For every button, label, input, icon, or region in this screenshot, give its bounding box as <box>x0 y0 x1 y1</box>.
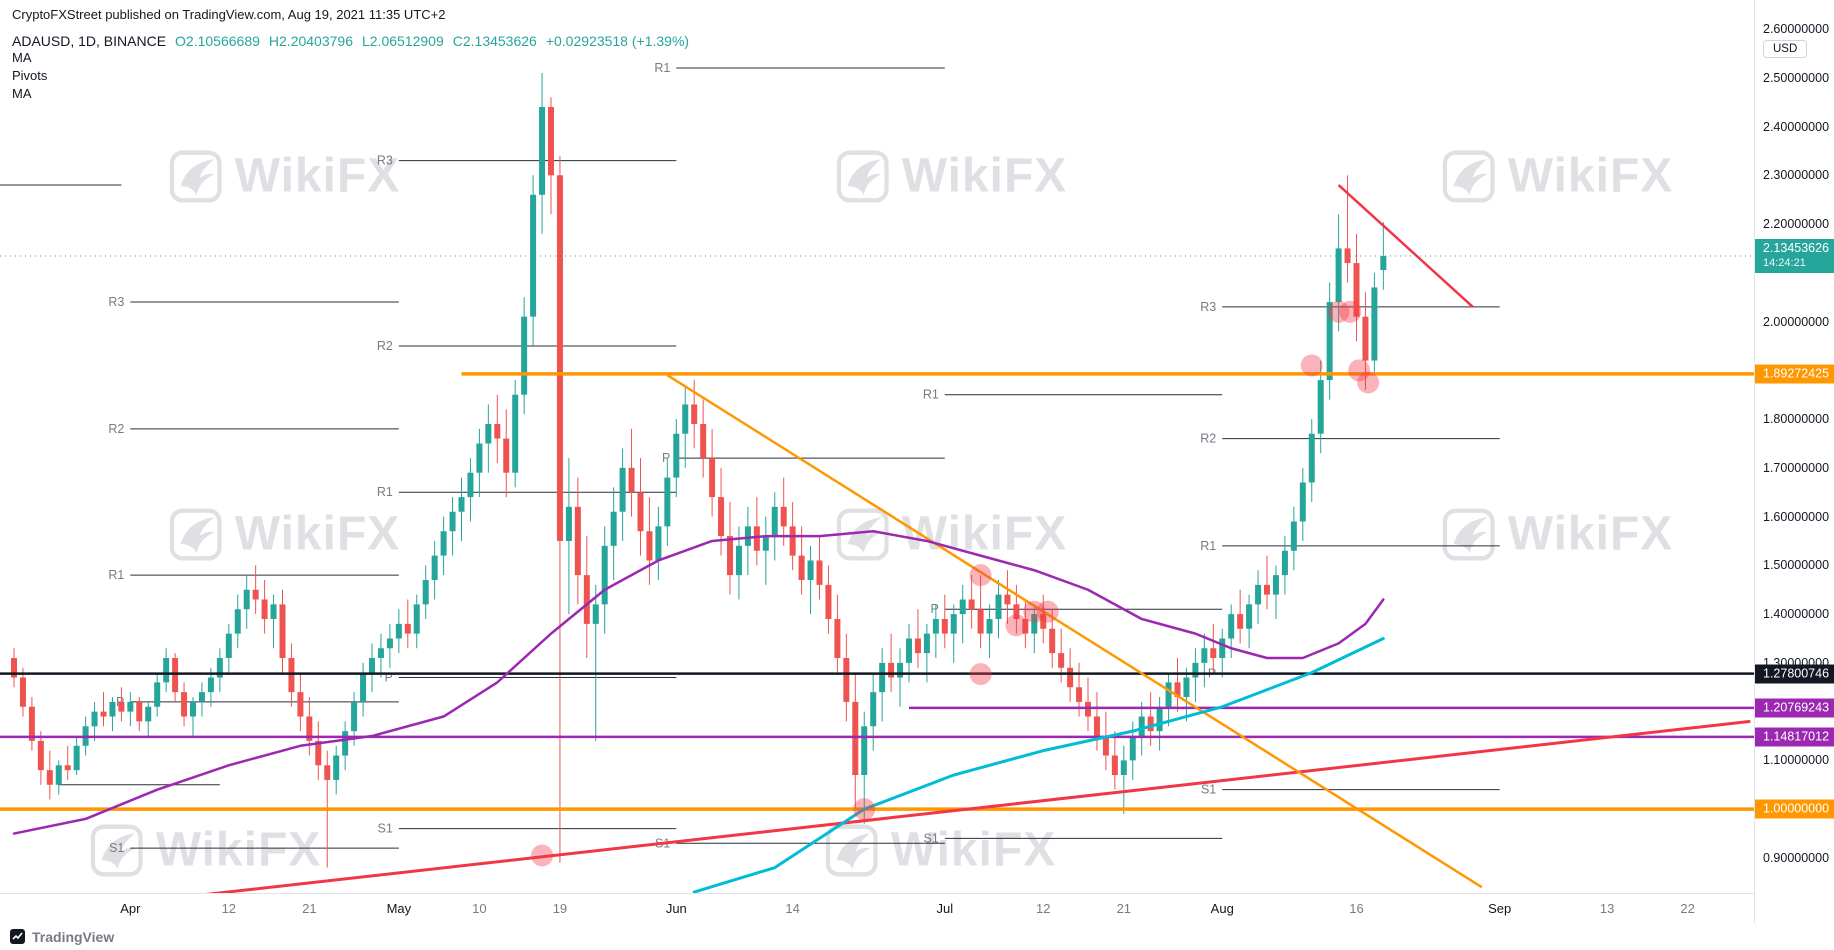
tradingview-logo-icon[interactable] <box>10 929 25 944</box>
price-label: 2.30000000 <box>1763 168 1830 183</box>
chart-pane[interactable]: WikiFX WikiFX WikiFX WikiFX WikiFX WikiFX Wiki… <box>0 28 1754 893</box>
svg-text:R2: R2 <box>377 339 393 353</box>
time-tick: 16 <box>1349 901 1364 916</box>
ascending-support <box>205 719 1751 893</box>
svg-text:P: P <box>662 451 670 465</box>
last-price-badge: 2.13453626 14:24:21 <box>1755 238 1834 273</box>
time-tick: 12 <box>1036 901 1051 916</box>
price-label: 0.90000000 <box>1763 850 1830 865</box>
svg-text:P: P <box>930 602 938 616</box>
time-tick: Jul <box>936 901 954 916</box>
signal-markers <box>531 300 1380 867</box>
time-tick: 21 <box>302 901 317 916</box>
time-tick: 19 <box>552 901 568 916</box>
svg-text:R3: R3 <box>1200 300 1216 314</box>
legend: ADAUSD, 1D, BINANCE O2.10566689 H2.20403… <box>12 33 689 103</box>
time-tick: 14 <box>785 901 800 916</box>
ohlc-high: H2.20403796 <box>268 33 353 49</box>
svg-text:R1: R1 <box>108 568 124 582</box>
indicator-ma-1[interactable]: MA <box>12 50 32 65</box>
price-label: 1.50000000 <box>1763 558 1830 573</box>
price-line-badge: 1.14817012 <box>1755 727 1834 747</box>
svg-text:R3: R3 <box>377 154 393 168</box>
svg-text:R2: R2 <box>108 422 124 436</box>
price-label: 1.10000000 <box>1763 753 1830 768</box>
time-tick: 10 <box>472 901 487 916</box>
time-tick: Aug <box>1210 901 1234 916</box>
price-label: 1.70000000 <box>1763 460 1830 475</box>
time-tick: May <box>386 901 412 916</box>
svg-text:R1: R1 <box>377 485 393 499</box>
time-tick: 13 <box>1599 901 1615 916</box>
indicator-ma-2[interactable]: MA <box>12 86 32 101</box>
price-label: 2.40000000 <box>1763 119 1830 134</box>
time-tick: 21 <box>1116 901 1132 916</box>
recent-downtrend <box>1337 184 1474 308</box>
svg-text:P: P <box>385 671 393 685</box>
ohlc-low: L2.06512909 <box>361 33 444 49</box>
tradingview-brand[interactable]: TradingView <box>32 928 115 945</box>
price-label: 1.80000000 <box>1763 412 1830 427</box>
symbol-row: ADAUSD, 1D, BINANCE O2.10566689 H2.20403… <box>12 33 689 49</box>
horizontal-lines <box>0 372 1754 811</box>
price-line-badge: 1.20769243 <box>1755 698 1834 718</box>
change-value: +0.02923518 (+1.39%) <box>545 33 690 49</box>
symbol-title[interactable]: ADAUSD, 1D, BINANCE <box>12 33 167 49</box>
attribution-text: CryptoFXStreet published on TradingView.… <box>12 6 446 22</box>
svg-text:R3: R3 <box>108 295 124 309</box>
time-tick: 22 <box>1680 901 1695 916</box>
time-tick: Sep <box>1488 901 1512 916</box>
ma-cyan-line <box>692 637 1385 893</box>
time-tick: Apr <box>120 901 141 916</box>
svg-text:R1: R1 <box>654 61 670 75</box>
time-tick: Jun <box>665 901 687 916</box>
svg-text:S1: S1 <box>378 822 393 836</box>
ohlc-close: C2.13453626 <box>452 33 537 49</box>
price-line-badge: 1.00000000 <box>1755 799 1834 819</box>
ma-purple-line <box>12 529 1385 835</box>
svg-text:R2: R2 <box>1200 432 1216 446</box>
price-chart[interactable]: R3R2R1PS1R3R2R1PS1R1PS1R1PS1R3R2R1PS1 <box>0 28 1754 893</box>
time-tick: 12 <box>221 901 237 916</box>
price-label: 1.60000000 <box>1763 509 1830 524</box>
time-axis[interactable]: Apr 12 21 May 10 19 Jun 14 Jul 12 21 Aug 16 Sep 13 22 <box>0 893 1754 924</box>
currency-toggle[interactable]: USD <box>1763 40 1808 58</box>
indicator-pivots[interactable]: Pivots <box>12 68 48 83</box>
price-line-badge: 1.27800746 <box>1755 664 1834 684</box>
price-label: 1.40000000 <box>1763 607 1830 622</box>
countdown-timer: 14:24:21 <box>1763 256 1806 269</box>
ohlc-open: O2.10566689 <box>175 33 260 49</box>
price-label: 2.00000000 <box>1763 314 1830 329</box>
price-label: 2.50000000 <box>1763 70 1830 85</box>
trendlines <box>205 184 1751 893</box>
svg-text:S1: S1 <box>109 841 124 855</box>
attribution-bar: CryptoFXStreet published on TradingView.… <box>0 0 1834 28</box>
svg-text:R1: R1 <box>923 388 939 402</box>
price-label: 2.60000000 <box>1763 22 1830 36</box>
price-label: 2.20000000 <box>1763 217 1830 232</box>
footer-bar: TradingView <box>0 923 1834 950</box>
price-line-badge: 1.89272425 <box>1755 364 1834 384</box>
price-axis[interactable]: USD 2.60000000 2.50000000 2.40000000 2.3000… <box>1754 0 1834 923</box>
svg-text:S1: S1 <box>1201 783 1216 797</box>
candles <box>11 72 1387 868</box>
svg-text:S1: S1 <box>924 831 939 845</box>
svg-text:R1: R1 <box>1200 539 1216 553</box>
descending-orange <box>666 374 1483 889</box>
